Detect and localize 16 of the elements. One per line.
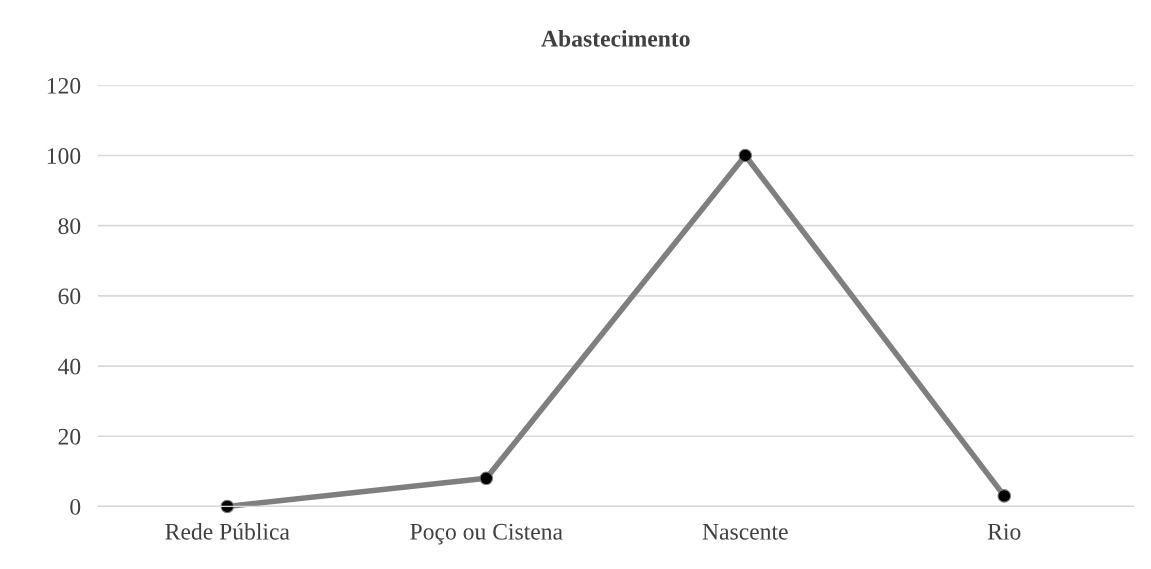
y-tick-label: 40 <box>58 358 81 375</box>
x-tick-label: Poço ou Cistena <box>410 523 563 545</box>
x-tick-label: Rio <box>987 523 1021 540</box>
point <box>479 471 494 486</box>
y-tick-label: 120 <box>47 77 81 94</box>
x-tick-label: Rede Pública <box>165 523 290 540</box>
x-tick-label: Nascente <box>702 524 788 540</box>
point <box>738 148 753 163</box>
y-tick-label: 0 <box>70 498 81 515</box>
point <box>997 489 1012 503</box>
y-tick-label: 20 <box>58 428 81 445</box>
y-tick-label: 80 <box>58 218 81 235</box>
y-tick-label: 60 <box>58 288 81 305</box>
y-tick-label: 100 <box>47 148 81 164</box>
point <box>220 499 235 514</box>
chart-title: Abastecimento <box>541 30 690 47</box>
